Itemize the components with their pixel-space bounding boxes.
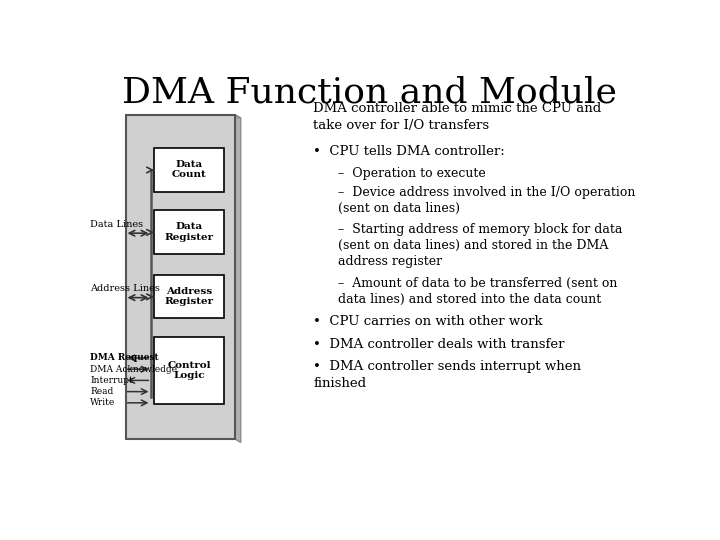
Text: Address
Register: Address Register — [164, 287, 214, 306]
Text: DMA controller able to mimic the CPU and
take over for I/O transfers: DMA controller able to mimic the CPU and… — [313, 102, 601, 132]
Polygon shape — [235, 114, 240, 442]
Text: Data
Count: Data Count — [171, 160, 207, 179]
Text: DMA Function and Module: DMA Function and Module — [122, 75, 616, 109]
Bar — [154, 275, 224, 319]
Text: Data Lines: Data Lines — [90, 220, 143, 229]
Bar — [154, 337, 224, 404]
Text: Write: Write — [90, 399, 115, 407]
Bar — [154, 210, 224, 254]
Text: •  DMA controller sends interrupt when
finished: • DMA controller sends interrupt when fi… — [313, 360, 581, 389]
Text: Address Lines: Address Lines — [90, 285, 160, 294]
Text: –  Operation to execute: – Operation to execute — [338, 167, 486, 180]
Text: Read: Read — [90, 387, 113, 396]
Text: Interrupt: Interrupt — [90, 376, 132, 385]
Text: –  Device address involved in the I/O operation
(sent on data lines): – Device address involved in the I/O ope… — [338, 186, 636, 215]
Polygon shape — [126, 114, 240, 118]
Text: Data
Register: Data Register — [164, 222, 214, 242]
Text: Control
Logic: Control Logic — [167, 361, 211, 380]
Text: DMA Request: DMA Request — [90, 354, 158, 362]
Text: –  Amount of data to be transferred (sent on
data lines) and stored into the dat: – Amount of data to be transferred (sent… — [338, 277, 618, 306]
Bar — [126, 114, 235, 439]
Bar — [154, 148, 224, 192]
Text: •  DMA controller deals with transfer: • DMA controller deals with transfer — [313, 338, 564, 350]
Text: •  CPU tells DMA controller:: • CPU tells DMA controller: — [313, 145, 505, 158]
Text: •  CPU carries on with other work: • CPU carries on with other work — [313, 315, 543, 328]
Text: –  Starting address of memory block for data
(sent on data lines) and stored in : – Starting address of memory block for d… — [338, 223, 623, 268]
Text: DMA Acknowledge: DMA Acknowledge — [90, 364, 177, 374]
